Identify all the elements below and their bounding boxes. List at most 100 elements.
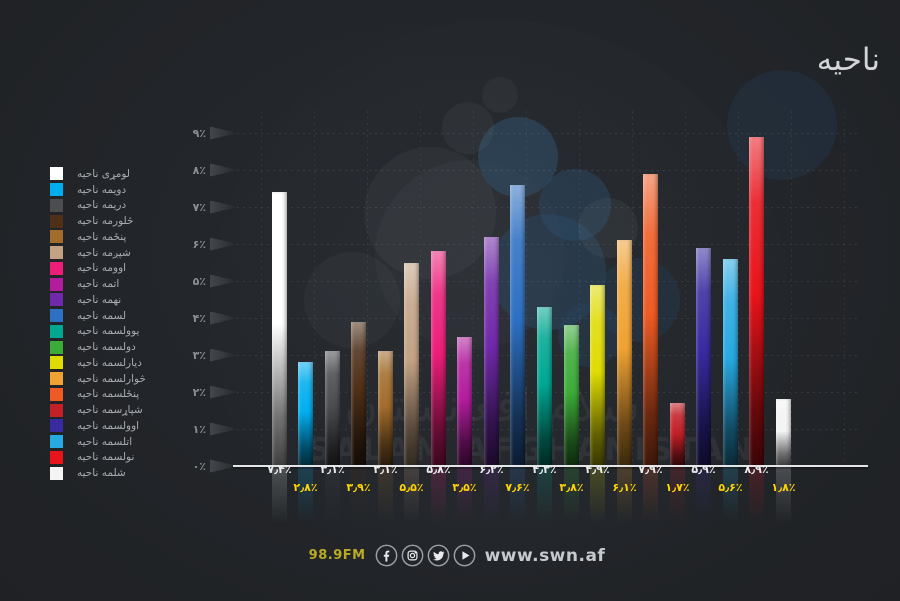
legend-item: اوولسمه ناحیه xyxy=(50,418,146,434)
bar-value-label: ۱٫۷٪ xyxy=(665,481,690,494)
bar-value-label: ۲٫۸٪ xyxy=(293,481,318,494)
y-axis-tick-label: ۲٪ xyxy=(192,385,206,399)
legend-item: څوارلسمه ناحیه xyxy=(50,371,146,387)
bar-district-2 xyxy=(298,362,313,466)
legend-item: نهمه ناحیه xyxy=(50,292,146,308)
arrow-right-icon xyxy=(210,163,238,177)
legend-label: اوومه ناحیه xyxy=(77,262,127,275)
bar-value-label: ۷٫۶٪ xyxy=(505,481,530,494)
bar-value-label: ۶٫۲٪ xyxy=(479,463,504,476)
play-icon xyxy=(453,544,475,567)
arrow-right-icon xyxy=(210,126,238,140)
legend-swatch xyxy=(50,403,63,417)
bar-value-label: ۳٫۹٪ xyxy=(346,481,371,494)
legend-label: شپاړسمه ناحیه xyxy=(77,404,143,417)
legend-item: دولسمه ناحیه xyxy=(50,339,146,355)
bar-district-20 xyxy=(776,399,791,466)
bar-district-4 xyxy=(351,321,366,466)
bar-district-5 xyxy=(378,351,393,466)
legend-swatch xyxy=(50,246,63,260)
legend: لومړی ناحیه دویمه ناحیه دریمه ناحیه څلورمه … xyxy=(50,166,146,481)
legend-label: شلمه ناحیه xyxy=(77,467,126,480)
legend-swatch xyxy=(50,167,63,181)
bar-value-label: ۳٫۱٪ xyxy=(373,463,398,476)
bar-reflection xyxy=(590,467,605,529)
legend-swatch xyxy=(50,183,63,197)
bar-value-label: ۵٫۶٪ xyxy=(718,481,743,494)
h-gridline xyxy=(237,281,860,282)
h-gridline xyxy=(237,133,860,134)
bar-value-label: ۴٫۹٪ xyxy=(585,463,610,476)
y-axis-tick-label: ۳٪ xyxy=(192,348,206,362)
y-axis-tick-label: ۸٪ xyxy=(192,163,206,177)
legend-item: دویمه ناحیه xyxy=(50,182,146,198)
bar-district-11 xyxy=(537,306,552,466)
y-axis-tick: ۶٪ xyxy=(150,236,238,252)
y-axis-tick: ۹٪ xyxy=(150,125,238,141)
chart-title: ناحیه xyxy=(816,42,880,78)
y-axis-tick: ۷٪ xyxy=(150,199,238,215)
bar-district-9 xyxy=(484,236,499,466)
bar-value-label: ۳٫۱٪ xyxy=(320,463,345,476)
bar-district-18 xyxy=(723,258,738,466)
bar-reflection xyxy=(378,467,393,529)
y-axis-tick-label: ۱٪ xyxy=(192,422,206,436)
legend-item: څلورمه ناحیه xyxy=(50,213,146,229)
bar-reflection xyxy=(484,467,499,529)
legend-item: نولسمه ناحیه xyxy=(50,450,146,466)
bar-value-label: ۱٫۸٪ xyxy=(771,481,796,494)
v-gridline xyxy=(632,111,633,465)
legend-label: نهمه ناحیه xyxy=(77,293,122,306)
y-axis-tick: ۰٪ xyxy=(150,458,238,474)
radio-frequency-label: 98.9FM xyxy=(308,548,366,563)
bar-value-label: ۷٫۹٪ xyxy=(638,463,663,476)
bar-value-label: ۵٫۵٪ xyxy=(399,481,424,494)
legend-swatch xyxy=(50,387,63,401)
legend-swatch xyxy=(50,356,63,370)
bar-value-label: ۸٫۹٪ xyxy=(744,463,769,476)
legend-label: څوارلسمه ناحیه xyxy=(77,372,146,385)
bar-district-17 xyxy=(696,247,711,466)
bar-district-13 xyxy=(590,284,605,466)
bar-reflection xyxy=(404,467,419,529)
y-axis-tick: ۳٪ xyxy=(150,347,238,363)
legend-label: لومړی ناحیه xyxy=(77,167,131,180)
bar-reflection xyxy=(670,467,685,529)
x-axis-line xyxy=(233,465,868,467)
bubble-decor-circle xyxy=(478,117,558,197)
legend-item: اوومه ناحیه xyxy=(50,261,146,277)
h-gridline xyxy=(237,170,860,171)
bar-district-3 xyxy=(325,351,340,466)
legend-label: پنځمه ناحیه xyxy=(77,230,127,243)
v-gridline xyxy=(738,111,739,465)
v-gridline xyxy=(420,111,421,465)
bar-reflection xyxy=(749,467,764,529)
legend-item: پنځمه ناحیه xyxy=(50,229,146,245)
bar-district-14 xyxy=(617,240,632,466)
legend-label: څلورمه ناحیه xyxy=(77,215,134,228)
legend-swatch xyxy=(50,293,63,307)
legend-label: دیارلسمه ناحیه xyxy=(77,356,142,369)
v-gridline xyxy=(579,111,580,465)
bar-reflection xyxy=(351,467,366,529)
v-gridline xyxy=(367,111,368,465)
bar-reflection xyxy=(696,467,711,529)
legend-label: دویمه ناحیه xyxy=(77,183,127,196)
legend-item: شپږمه ناحیه xyxy=(50,245,146,261)
y-axis-tick: ۲٪ xyxy=(150,384,238,400)
legend-item: اتلسمه ناحیه xyxy=(50,434,146,450)
arrow-right-icon xyxy=(210,311,238,325)
legend-item: یوولسمه ناحیه xyxy=(50,324,146,340)
bar-value-label: ۴٫۳٪ xyxy=(532,463,557,476)
bar-reflection xyxy=(298,467,313,529)
legend-item: لومړی ناحیه xyxy=(50,166,146,182)
legend-label: شپږمه ناحیه xyxy=(77,246,131,259)
y-axis-tick-label: ۰٪ xyxy=(192,459,206,473)
legend-swatch xyxy=(50,230,63,244)
bar-district-10 xyxy=(510,184,525,466)
bubble-decor-circle xyxy=(442,102,494,154)
legend-label: یوولسمه ناحیه xyxy=(77,325,140,338)
legend-item: اتمه ناحیه xyxy=(50,276,146,292)
legend-label: دریمه ناحیه xyxy=(77,199,127,212)
